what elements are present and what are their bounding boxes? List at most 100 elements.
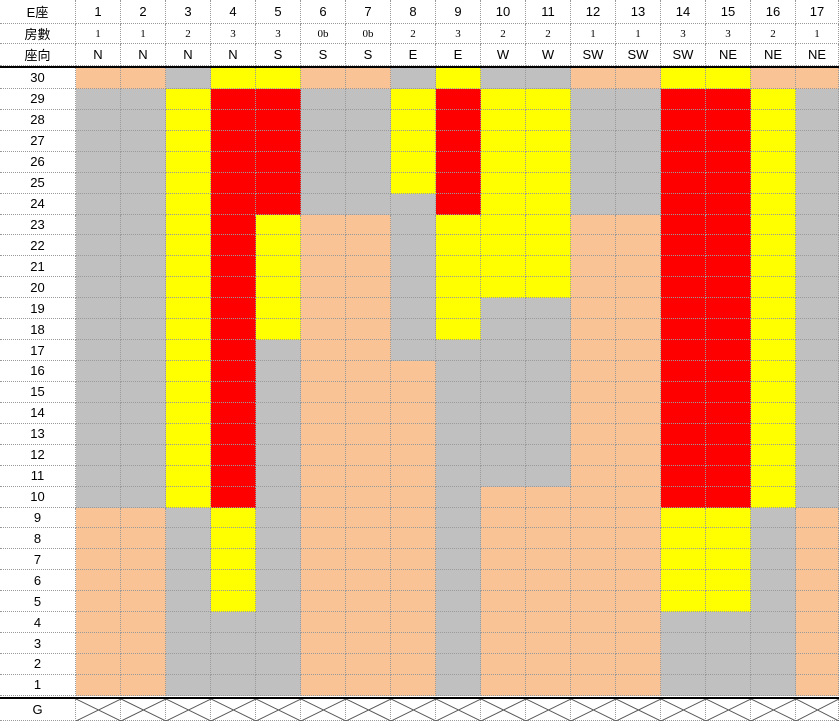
unit-cell[interactable] [256, 486, 301, 508]
unit-cell[interactable] [346, 633, 391, 655]
unit-cell[interactable] [481, 361, 526, 382]
unit-cell[interactable] [121, 340, 166, 361]
unit-cell[interactable] [751, 88, 796, 110]
floor-label[interactable]: 7 [0, 549, 76, 571]
unit-cell[interactable] [616, 402, 661, 424]
unit-cell[interactable] [571, 256, 616, 278]
unit-cell[interactable] [211, 298, 256, 320]
header-room-count[interactable]: 3 [436, 24, 481, 44]
unit-cell[interactable] [661, 88, 706, 110]
unit-cell[interactable] [706, 130, 751, 152]
unit-cell[interactable] [121, 423, 166, 445]
unit-cell[interactable] [481, 591, 526, 613]
unit-cell[interactable] [211, 151, 256, 173]
unit-cell[interactable] [76, 214, 121, 236]
header-orientation[interactable]: N [76, 44, 121, 66]
unit-cell[interactable] [661, 633, 706, 655]
unit-cell[interactable] [481, 486, 526, 508]
header-room-count[interactable]: 3 [706, 24, 751, 44]
floor-label[interactable]: 3 [0, 633, 76, 655]
unit-cell[interactable] [526, 172, 571, 194]
unit-cell[interactable] [121, 235, 166, 257]
unit-cell[interactable] [166, 486, 211, 508]
ground-cell[interactable] [616, 699, 661, 721]
header-unit-number[interactable]: 2 [121, 0, 166, 24]
unit-cell[interactable] [751, 130, 796, 152]
unit-cell[interactable] [346, 674, 391, 696]
unit-cell[interactable] [796, 68, 839, 89]
unit-cell[interactable] [166, 381, 211, 403]
unit-cell[interactable] [616, 109, 661, 131]
unit-cell[interactable] [301, 507, 346, 529]
unit-cell[interactable] [661, 277, 706, 299]
unit-cell[interactable] [166, 130, 211, 152]
unit-cell[interactable] [391, 549, 436, 571]
ground-cell[interactable] [481, 699, 526, 721]
unit-cell[interactable] [661, 172, 706, 194]
unit-cell[interactable] [256, 528, 301, 550]
header-room-count[interactable]: 2 [481, 24, 526, 44]
unit-cell[interactable] [346, 361, 391, 382]
unit-cell[interactable] [301, 172, 346, 194]
unit-cell[interactable] [256, 172, 301, 194]
unit-cell[interactable] [436, 298, 481, 320]
unit-cell[interactable] [211, 423, 256, 445]
unit-cell[interactable] [796, 654, 839, 675]
floor-label[interactable]: 11 [0, 465, 76, 487]
floor-label[interactable]: 16 [0, 361, 76, 382]
header-room-count[interactable]: 3 [211, 24, 256, 44]
unit-cell[interactable] [166, 172, 211, 194]
unit-cell[interactable] [751, 214, 796, 236]
unit-cell[interactable] [121, 674, 166, 696]
unit-cell[interactable] [436, 151, 481, 173]
unit-cell[interactable] [706, 654, 751, 675]
ground-cell[interactable] [391, 699, 436, 721]
unit-cell[interactable] [121, 130, 166, 152]
unit-cell[interactable] [301, 486, 346, 508]
unit-cell[interactable] [526, 277, 571, 299]
floor-label[interactable]: 25 [0, 172, 76, 194]
unit-cell[interactable] [751, 68, 796, 89]
unit-cell[interactable] [796, 193, 839, 215]
unit-cell[interactable] [76, 507, 121, 529]
unit-cell[interactable] [346, 214, 391, 236]
unit-cell[interactable] [661, 444, 706, 466]
ground-cell[interactable] [796, 699, 839, 721]
unit-cell[interactable] [256, 256, 301, 278]
header-orientation[interactable]: S [256, 44, 301, 66]
floor-label[interactable]: 4 [0, 612, 76, 634]
unit-cell[interactable] [436, 172, 481, 194]
ground-cell[interactable] [256, 699, 301, 721]
unit-cell[interactable] [256, 549, 301, 571]
unit-cell[interactable] [706, 235, 751, 257]
unit-cell[interactable] [481, 507, 526, 529]
unit-cell[interactable] [121, 381, 166, 403]
unit-cell[interactable] [796, 109, 839, 131]
unit-cell[interactable] [616, 486, 661, 508]
unit-cell[interactable] [166, 507, 211, 529]
unit-cell[interactable] [256, 633, 301, 655]
unit-cell[interactable] [526, 340, 571, 361]
unit-cell[interactable] [301, 423, 346, 445]
floor-label[interactable]: 13 [0, 423, 76, 445]
unit-cell[interactable] [166, 402, 211, 424]
unit-cell[interactable] [661, 465, 706, 487]
unit-cell[interactable] [481, 109, 526, 131]
unit-cell[interactable] [481, 340, 526, 361]
unit-cell[interactable] [211, 402, 256, 424]
unit-cell[interactable] [301, 402, 346, 424]
unit-cell[interactable] [121, 549, 166, 571]
floor-label[interactable]: 14 [0, 402, 76, 424]
unit-cell[interactable] [706, 172, 751, 194]
header-room-count[interactable]: 1 [796, 24, 839, 44]
unit-cell[interactable] [211, 172, 256, 194]
unit-cell[interactable] [481, 444, 526, 466]
header-orientation[interactable]: W [526, 44, 571, 66]
unit-cell[interactable] [796, 465, 839, 487]
unit-cell[interactable] [481, 68, 526, 89]
unit-cell[interactable] [166, 570, 211, 592]
unit-cell[interactable] [76, 130, 121, 152]
unit-cell[interactable] [571, 214, 616, 236]
unit-cell[interactable] [211, 130, 256, 152]
unit-cell[interactable] [706, 465, 751, 487]
